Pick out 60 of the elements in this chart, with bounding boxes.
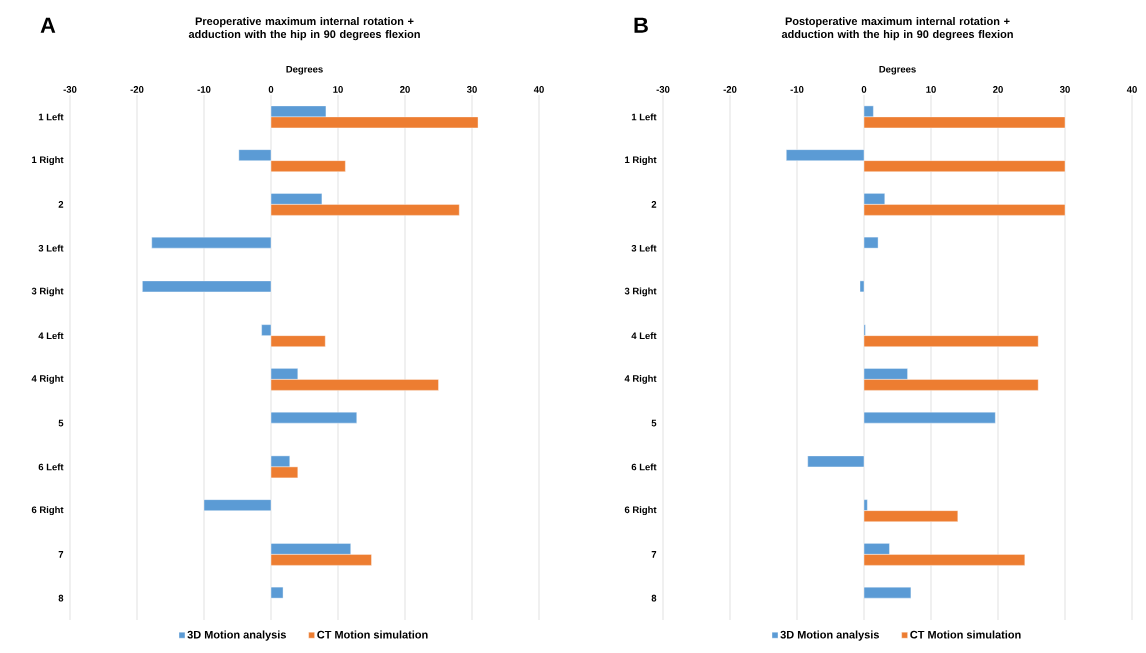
y-tick-label: 4 Left bbox=[38, 332, 64, 340]
x-tick-label: 10 bbox=[333, 86, 343, 93]
y-tick-label: 5 bbox=[651, 419, 657, 427]
y-tick-label: 1 Right bbox=[32, 156, 64, 166]
x-tick-label: -30 bbox=[63, 86, 77, 93]
bar bbox=[863, 411, 996, 424]
x-tick-label: 40 bbox=[533, 86, 544, 93]
y-tick-label: 8 bbox=[58, 594, 64, 602]
bar bbox=[151, 236, 272, 249]
text: A bbox=[40, 17, 56, 33]
legend-label: 3D Motion analysis bbox=[187, 630, 286, 641]
x-tick-label: -30 bbox=[656, 86, 670, 93]
y-tick-label: 7 bbox=[651, 551, 657, 558]
chart-title: Postoperative maximum internal rotation + adduction with the hip in 90 degrees flexion bbox=[781, 17, 1013, 41]
bar bbox=[863, 236, 879, 249]
y-tick-label: 6 Right bbox=[624, 506, 657, 516]
bar bbox=[270, 411, 357, 424]
y-tick-label: 6 Left bbox=[631, 463, 657, 471]
bar bbox=[142, 280, 272, 293]
y-tick-label: 7 bbox=[58, 551, 64, 558]
x-tick-label: 20 bbox=[400, 86, 410, 93]
bar bbox=[203, 499, 272, 511]
y-tick-label: 1 Right bbox=[625, 156, 657, 166]
x-tick-label: -10 bbox=[197, 86, 211, 93]
x-tick-label: 20 bbox=[993, 86, 1003, 93]
y-tick-label: 1 Left bbox=[631, 113, 657, 121]
x-tick-label: -20 bbox=[130, 86, 144, 93]
x-tick-label: 40 bbox=[1126, 86, 1137, 93]
bar bbox=[807, 455, 865, 468]
x-axis-title: Degrees bbox=[286, 65, 323, 75]
x-tick-label: 0 bbox=[268, 86, 274, 93]
chart-title: Preoperative maximum internal rotation + adduction with the hip in 90 degrees flexion bbox=[188, 17, 420, 41]
x-tick-label: 30 bbox=[1059, 86, 1070, 93]
x-tick-label: -20 bbox=[723, 86, 737, 93]
x-tick-label: 0 bbox=[861, 86, 867, 93]
x-tick-label: -10 bbox=[790, 86, 804, 93]
y-tick-label: 4 Right bbox=[31, 374, 64, 384]
y-tick-label: 1 Left bbox=[38, 113, 64, 121]
y-tick-label: 3 Left bbox=[38, 244, 64, 252]
y-tick-label: 5 bbox=[58, 419, 64, 427]
legend-label: CT Motion simulation bbox=[910, 630, 1021, 639]
x-tick-label: 10 bbox=[926, 86, 936, 93]
y-tick-label: 4 Left bbox=[631, 332, 657, 340]
bar bbox=[859, 280, 865, 293]
y-tick-label: 3 Left bbox=[631, 244, 657, 252]
y-tick-label: 2 bbox=[58, 201, 64, 208]
y-tick-label: 6 Right bbox=[31, 506, 64, 516]
x-tick-label: 30 bbox=[466, 86, 477, 93]
y-tick-label: 2 bbox=[651, 201, 657, 208]
bar bbox=[863, 586, 912, 599]
text: B bbox=[634, 17, 648, 33]
y-tick-label: 6 Left bbox=[38, 463, 64, 471]
y-tick-label: 3 Right bbox=[624, 287, 657, 297]
x-axis-title: Degrees bbox=[879, 65, 916, 75]
y-tick-label: 3 Right bbox=[31, 287, 64, 297]
legend-label: CT Motion simulation bbox=[317, 630, 428, 639]
y-tick-label: 4 Right bbox=[624, 374, 657, 384]
legend-label: 3D Motion analysis bbox=[780, 630, 879, 641]
bar bbox=[270, 586, 284, 599]
y-tick-label: 8 bbox=[651, 594, 657, 602]
